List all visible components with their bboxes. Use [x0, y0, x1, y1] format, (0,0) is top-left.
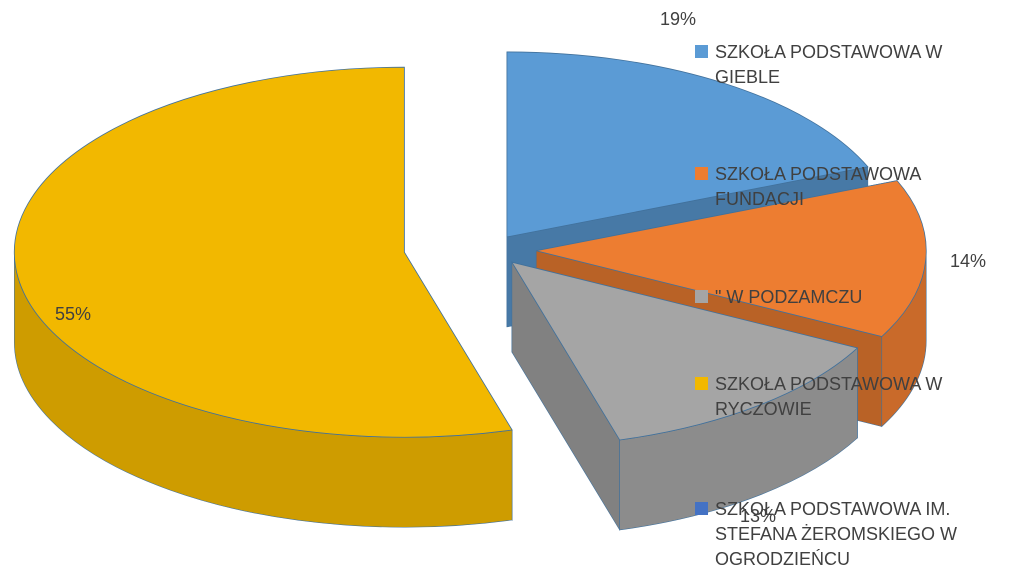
data-label: 13% — [740, 506, 776, 526]
pie-slice — [511, 261, 859, 532]
legend-entry: SZKOŁA PODSTAWOWA IM. STEFANA ŻEROMSKIEG… — [695, 497, 1005, 572]
data-label: 19% — [660, 9, 696, 29]
legend-label: SZKOŁA PODSTAWOWA FUNDACJI — [715, 164, 921, 209]
data-label: 55% — [55, 304, 91, 324]
slice-top — [13, 66, 513, 438]
legend-swatch — [695, 377, 708, 390]
legend-entry: SZKOŁA PODSTAWOWA FUNDACJI — [695, 162, 1005, 212]
legend-swatch — [695, 290, 708, 303]
legend-entry: " W PODZAMCZU — [695, 285, 1005, 310]
legend-label: " W PODZAMCZU — [715, 287, 863, 307]
slice-top — [511, 261, 859, 441]
legend-entry: SZKOŁA PODSTAWOWA W RYCZOWIE — [695, 372, 1005, 422]
data-label: 14% — [950, 251, 986, 271]
legend-swatch — [695, 502, 708, 515]
slice-top — [506, 51, 869, 238]
legend-label: SZKOŁA PODSTAWOWA W GIEBLE — [715, 42, 943, 87]
legend-swatch — [695, 167, 708, 180]
legend-swatch — [695, 45, 708, 58]
pie-slice — [13, 66, 513, 528]
legend-label: SZKOŁA PODSTAWOWA W RYCZOWIE — [715, 374, 943, 419]
legend-entry: SZKOŁA PODSTAWOWA W GIEBLE — [695, 40, 1005, 90]
slice-top — [536, 180, 927, 337]
legend-label: SZKOŁA PODSTAWOWA IM. STEFANA ŻEROMSKIEG… — [715, 499, 958, 569]
